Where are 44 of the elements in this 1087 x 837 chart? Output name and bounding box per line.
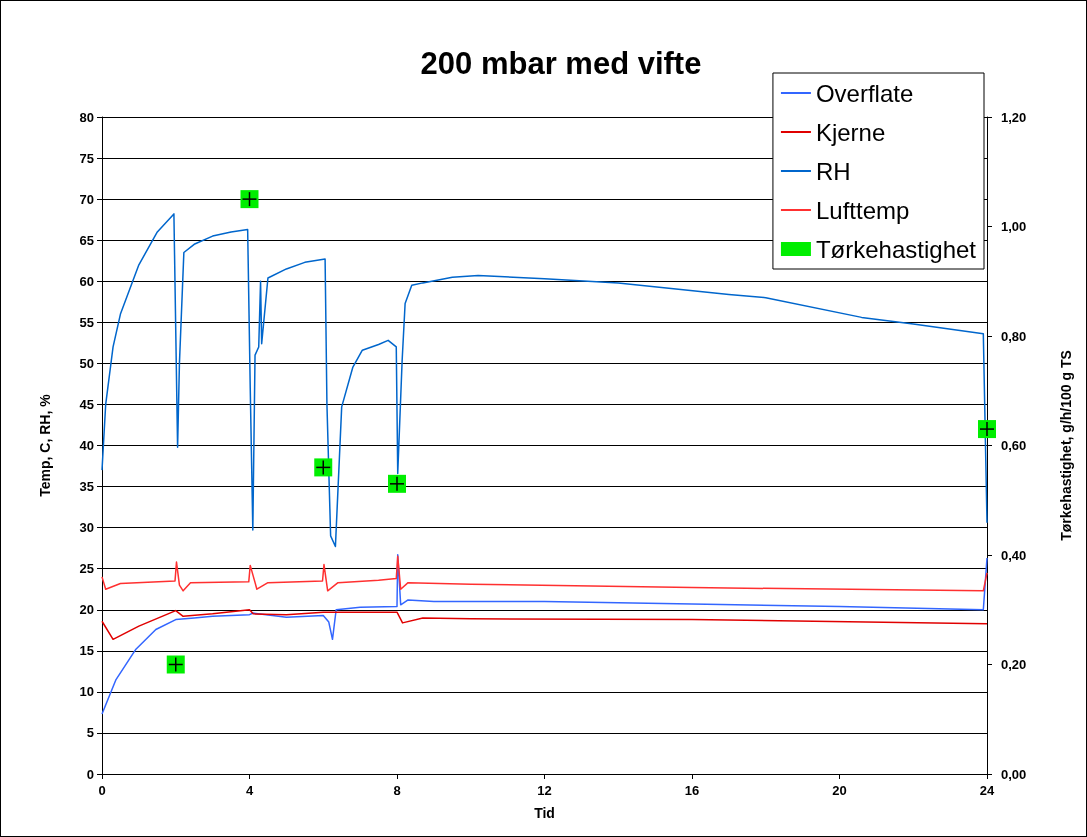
y-tick-label: 30 [79,520,94,536]
y-tick-label: 35 [79,479,94,495]
x-tick-label: 8 [393,783,401,798]
y-tick-label: 25 [79,561,94,577]
x-tick-label: 16 [684,783,700,798]
x-axis-title: Tid [534,805,555,821]
y2-axis-title: Tørkehastighet, g/h/100 g TS [1058,350,1074,541]
point [166,655,185,674]
y-tick-label: 5 [86,725,94,741]
y-tick-label: 80 [79,109,94,125]
x-tick-label: 0 [98,783,106,798]
x-tick-label: 24 [979,783,995,798]
y2-tick-label: 1,00 [1001,219,1027,234]
y2-tick-label: 1,20 [1001,109,1027,125]
y2-tick-label: 0,40 [1001,547,1027,563]
y-tick-label: 45 [79,396,94,412]
x-tick-label: 4 [245,783,254,798]
y-tick-label: 0 [86,766,94,782]
y2-tick-label: 0,60 [1001,438,1027,453]
legend-label: Overflate [815,79,914,107]
y2-tick-label: 0,00 [1001,766,1027,782]
y-axis-title: Temp, C, RH, % [37,393,53,497]
legend-label: Kjerne [815,118,886,146]
point [314,458,333,477]
y-tick-label: 70 [79,191,94,207]
y-tick-label: 50 [79,355,94,371]
y-tick-label: 75 [79,150,94,166]
y-tick-label: 60 [79,273,94,289]
y2-tick-label: 0,20 [1001,657,1027,672]
point [240,190,259,209]
y-tick-label: 40 [79,438,94,453]
y-tick-label: 15 [79,643,94,659]
y-tick-label: 20 [79,602,94,618]
x-tick-label: 20 [832,783,847,798]
legend-label: Lufttemp [815,196,910,224]
y2-tick-label: 0,80 [1001,328,1027,344]
point [388,474,406,493]
legend-label: Tørkehastighet [815,235,977,263]
legend-label: RH [815,157,851,185]
y-tick-label: 55 [79,314,94,330]
chart-title: 200 mbar med vifte [420,46,702,81]
x-tick-label: 12 [537,783,552,798]
y-tick-label: 10 [79,684,94,700]
y-tick-label: 65 [79,232,94,248]
